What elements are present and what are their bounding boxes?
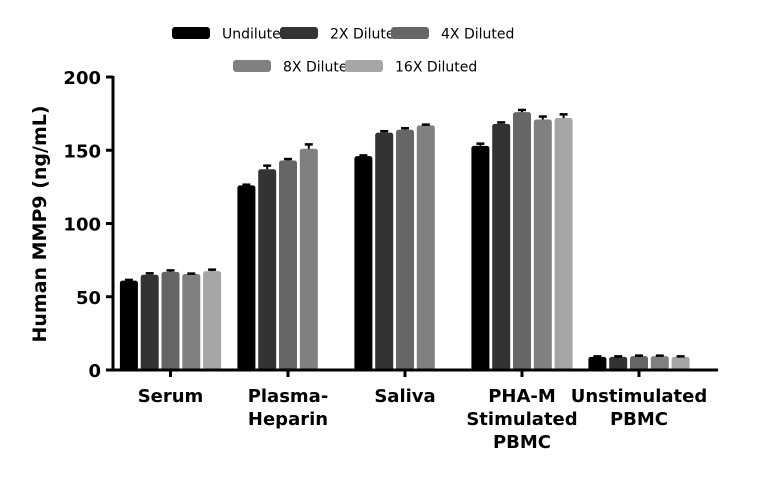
legend-label: Undiluted bbox=[222, 27, 290, 43]
legend-label: 2X Diluted bbox=[330, 27, 403, 43]
bar bbox=[140, 274, 159, 370]
bar bbox=[258, 169, 277, 370]
bar bbox=[299, 148, 318, 370]
bar bbox=[237, 185, 256, 370]
y-tick-label: 0 bbox=[88, 361, 101, 382]
y-tick-label: 50 bbox=[76, 288, 101, 309]
y-axis-label: Human MMP9 (ng/mL) bbox=[29, 105, 51, 342]
bar bbox=[416, 125, 435, 370]
legend-label: 4X Diluted bbox=[441, 27, 514, 43]
x-tick-label: Unstimulated bbox=[571, 386, 708, 407]
x-tick-label: Stimulated bbox=[466, 409, 577, 430]
bar bbox=[161, 271, 180, 370]
x-tick-label: Serum bbox=[138, 386, 204, 407]
bar bbox=[375, 132, 394, 370]
bar bbox=[203, 271, 222, 370]
bar bbox=[492, 123, 511, 370]
legend-label: 8X Diluted bbox=[283, 60, 356, 76]
bar bbox=[354, 156, 373, 370]
y-tick-label: 100 bbox=[63, 215, 101, 236]
y-tick-label: 200 bbox=[63, 68, 101, 89]
bar bbox=[279, 160, 297, 370]
legend-swatch bbox=[391, 27, 429, 39]
legend-swatch bbox=[345, 60, 383, 72]
legend-swatch bbox=[280, 27, 318, 39]
y-axis: 0 50 100 150 200 bbox=[63, 68, 115, 382]
bar bbox=[533, 119, 552, 370]
x-tick-label: PHA-M bbox=[488, 386, 556, 407]
legend-label: 16X Diluted bbox=[395, 60, 477, 76]
legend: Undiluted 2X Diluted 4X Diluted 8X Diluted 1… bbox=[172, 27, 514, 76]
bar bbox=[471, 145, 490, 370]
x-tick-label: Plasma- bbox=[248, 386, 329, 407]
x-tick-label: Heparin bbox=[248, 409, 328, 430]
x-tick-label: Saliva bbox=[374, 386, 435, 407]
legend-swatch bbox=[233, 60, 271, 72]
x-tick-label: PBMC bbox=[493, 432, 551, 453]
bar bbox=[182, 274, 201, 370]
y-tick-label: 150 bbox=[63, 141, 101, 162]
bar bbox=[609, 356, 628, 370]
bar bbox=[513, 112, 531, 370]
bar bbox=[119, 280, 138, 370]
x-axis: Serum Plasma-Heparin Saliva PHA-MStimulated… bbox=[111, 368, 718, 453]
bar bbox=[588, 356, 607, 370]
legend-swatch bbox=[172, 27, 210, 39]
bar bbox=[650, 356, 669, 370]
bar bbox=[396, 129, 414, 370]
bars bbox=[119, 108, 690, 371]
bar bbox=[671, 356, 690, 370]
bar bbox=[554, 118, 573, 371]
bar bbox=[630, 356, 648, 370]
x-tick-label: PBMC bbox=[610, 409, 668, 430]
